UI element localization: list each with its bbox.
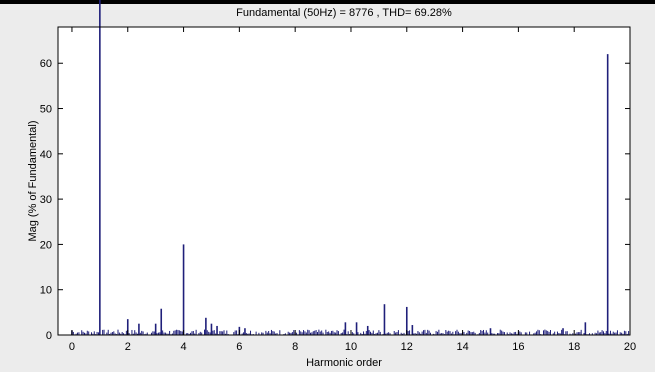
y-tick-label: 50 [40,104,52,116]
y-tick-label: 0 [46,330,52,342]
plot-area [58,27,630,335]
window-top-border [0,0,655,4]
x-tick-label: 0 [69,341,75,353]
y-tick-label: 20 [40,239,52,251]
x-tick-label: 4 [180,341,186,353]
y-tick-label: 60 [40,58,52,70]
plot-frame [57,26,631,336]
y-tick-label: 40 [40,149,52,161]
x-tick-label: 20 [624,341,636,353]
x-tick-label: 6 [236,341,242,353]
y-axis-label: Mag (% of Fundamental) [27,120,39,241]
chart-title: Fundamental (50Hz) = 8776 , THD= 69.28% [236,7,452,19]
y-tick-label: 30 [40,194,52,206]
x-axis-ticks: 0 2 4 6 8 10 12 14 16 18 20 [69,27,636,353]
y-axis-ticks: 0 10 20 30 40 50 60 [40,58,630,342]
x-tick-label: 12 [401,341,413,353]
x-tick-label: 16 [512,341,524,353]
x-tick-label: 10 [345,341,357,353]
x-tick-label: 14 [456,341,468,353]
x-axis-label: Harmonic order [306,357,382,369]
x-tick-label: 8 [292,341,298,353]
x-tick-label: 2 [125,341,131,353]
y-tick-label: 10 [40,285,52,297]
harmonic-bars [71,0,609,335]
x-tick-label: 18 [568,341,580,353]
